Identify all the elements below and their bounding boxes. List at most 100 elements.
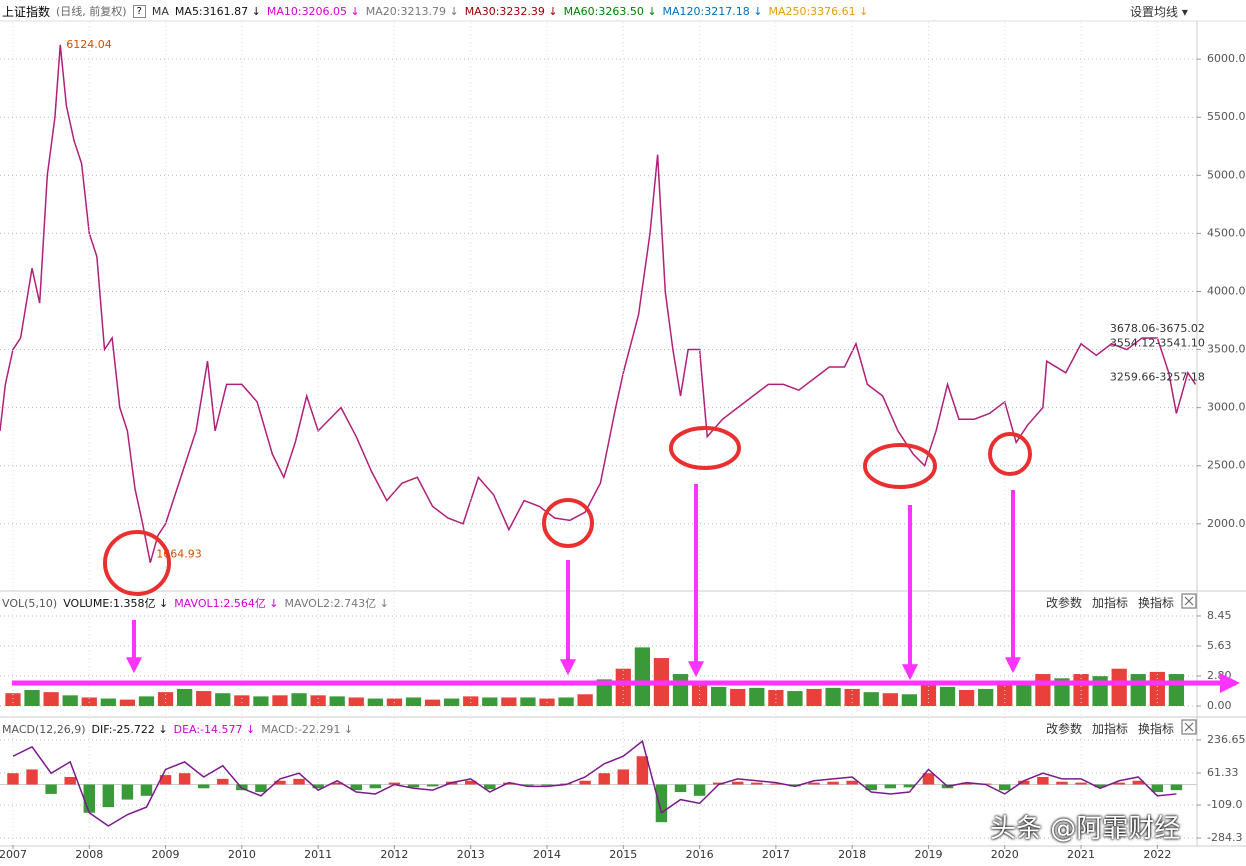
macd-bar: [541, 784, 553, 786]
panel-legend: VOL(5,10) VOLUME:1.358亿 ↓ MAVOL1:2.564亿 ↓ M…: [2, 593, 389, 613]
volume-bar: [711, 686, 727, 706]
x-tick-label: 2008: [75, 848, 103, 861]
ma-indicator: MA5:3161.87 ↓: [174, 4, 261, 18]
y-tick-label: 0.00: [1207, 699, 1232, 712]
legend-item: DEA:-14.577 ↓: [173, 722, 256, 736]
macd-bar: [674, 784, 687, 793]
macd-bar: [522, 784, 534, 786]
panel-button[interactable]: 加指标: [1092, 596, 1129, 610]
volume-bar: [310, 695, 326, 706]
volume-bar: [196, 691, 212, 706]
volume-bar: [901, 694, 918, 706]
volume-bar: [62, 695, 78, 706]
header: 上证指数 (日线, 前复权) ? MA MA5:3161.87 ↓ MA10:320…: [2, 1, 868, 21]
macd-bar: [274, 780, 286, 785]
macd-bar: [369, 784, 382, 789]
legend-item: MAVOL2:2.743亿 ↓: [284, 597, 389, 610]
x-tick-label: 2012: [380, 848, 408, 861]
x-tick-label: 2009: [152, 848, 180, 861]
ma-indicator: MA20:3213.79 ↓: [365, 4, 459, 18]
macd-bar: [1151, 784, 1164, 793]
volume-bar: [424, 699, 441, 706]
circle: [542, 498, 594, 548]
circle: [863, 443, 937, 489]
price-line: [0, 44, 1197, 563]
volume-bar: [463, 696, 479, 706]
macd-bar: [350, 784, 362, 791]
volume-bar: [405, 697, 422, 706]
volume-bar: [787, 691, 803, 706]
macd-bar: [865, 784, 877, 791]
y-tick-label: 8.45: [1207, 609, 1232, 622]
legend-item: DIF:-25.722 ↓: [91, 722, 168, 736]
volume-bar: [978, 688, 994, 706]
watermark: 头条 @阿霏财经: [990, 814, 1181, 844]
close-icons[interactable]: [1181, 593, 1197, 735]
volume-bar: [691, 684, 708, 706]
x-tick-label: 2020: [991, 848, 1019, 861]
y-tick-label: 2500.00: [1207, 459, 1246, 472]
y-tick-label: 3500.00: [1207, 343, 1246, 356]
panel-legend: MACD(12,26,9) DIF:-25.722 ↓ DEA:-14.577 ↓ M…: [2, 719, 353, 739]
macd-bar: [26, 769, 38, 785]
y-tick-label: 5000.00: [1207, 168, 1246, 181]
macd-bar: [1037, 776, 1049, 785]
x-tick-label: 2021: [1067, 848, 1095, 861]
volume-bar: [634, 647, 650, 706]
help-button[interactable]: ?: [132, 4, 146, 18]
macd-bar: [751, 782, 763, 785]
macd-bar: [579, 780, 591, 785]
volume-bar: [348, 697, 364, 706]
macd-bar: [617, 769, 630, 785]
x-tick-label: 2018: [838, 848, 866, 861]
macd-bar: [7, 773, 19, 785]
volume-bar: [1149, 671, 1165, 706]
volume-bar: [176, 688, 193, 706]
y-tick-label: 61.33: [1207, 766, 1239, 779]
ma-indicator: MA250:3376.61 ↓: [768, 4, 869, 18]
volume-bar: [596, 679, 612, 706]
volume-bar: [749, 687, 765, 706]
volume-bar: [1016, 684, 1032, 706]
macd-bar: [464, 780, 477, 785]
volume-bar: [100, 698, 116, 706]
panel-button[interactable]: 加指标: [1092, 722, 1129, 736]
macd-bar: [884, 784, 897, 789]
macd-bar: [693, 784, 706, 796]
macd-bar: [64, 776, 76, 785]
settings-button[interactable]: 设置均线 ▾: [1130, 5, 1188, 19]
x-tick-label: 2019: [914, 848, 942, 861]
panel-button[interactable]: 换指标: [1138, 722, 1175, 736]
panel-button[interactable]: 换指标: [1138, 596, 1175, 610]
panel-button[interactable]: 改参数: [1046, 722, 1083, 736]
x-tick-label: 2013: [457, 848, 485, 861]
macd-bar: [999, 784, 1011, 791]
macd-bar: [426, 784, 439, 787]
macd-bar: [484, 784, 496, 790]
volume-bar: [1111, 668, 1127, 706]
subtitle: (日线, 前复权): [56, 5, 127, 18]
volume-bar: [215, 693, 231, 706]
volume-bar: [939, 686, 956, 706]
x-tick-label: 2007: [0, 848, 27, 861]
macd-bar: [789, 784, 801, 787]
macd-bar: [407, 784, 420, 788]
volume-bar: [444, 698, 460, 706]
x-tick-label: 2010: [228, 848, 256, 861]
macd-bar: [712, 782, 725, 785]
annotation: 3678.06-3675.02: [1110, 322, 1205, 335]
circle: [103, 530, 171, 596]
y-tick-label: 4000.00: [1207, 284, 1246, 297]
x-tick-label: 2022: [1143, 848, 1171, 861]
y-tick-label: 3000.00: [1207, 401, 1246, 414]
macd-bar: [217, 778, 229, 785]
macd-bar: [140, 784, 153, 796]
x-tick-label: 2011: [304, 848, 332, 861]
macd-bar: [1170, 784, 1183, 791]
y-tick-label: -284.3: [1207, 831, 1242, 844]
macd-bar: [598, 773, 610, 785]
panel-button[interactable]: 改参数: [1046, 596, 1083, 610]
x-tick-label: 2016: [686, 848, 714, 861]
panel-buttons: 改参数 加指标 换指标: [1046, 594, 1174, 611]
